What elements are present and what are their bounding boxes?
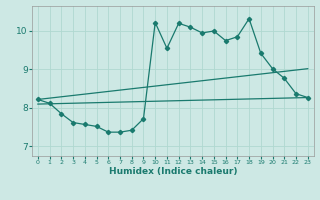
X-axis label: Humidex (Indice chaleur): Humidex (Indice chaleur) [108,167,237,176]
